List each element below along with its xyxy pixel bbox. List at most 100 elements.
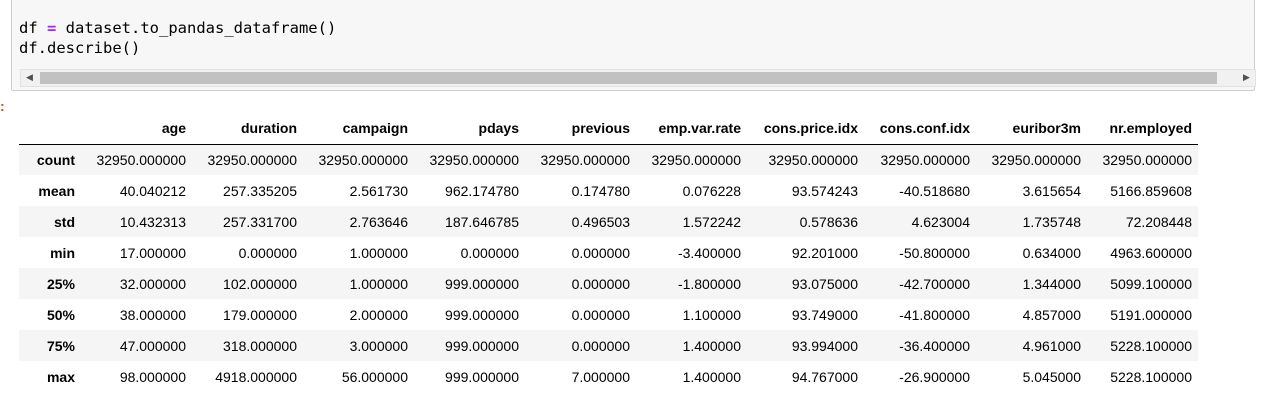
- scroll-right-icon[interactable]: ▶: [1243, 72, 1250, 83]
- table-cell: 47.000000: [119, 337, 186, 354]
- table-cell: 0.174780: [571, 182, 630, 199]
- column-header: campaign: [303, 113, 414, 145]
- table-cell: -36.400000: [899, 337, 970, 354]
- table-cell: 5166.859608: [1110, 182, 1192, 199]
- table-cell: 32950.000000: [1102, 151, 1192, 168]
- horizontal-scrollbar[interactable]: ◀ ▶: [20, 69, 1256, 87]
- table-cell: 5228.100000: [1110, 337, 1192, 354]
- table-cell: 999.000000: [445, 337, 519, 354]
- table-cell: 2.763646: [349, 213, 408, 230]
- table-cell: 1.000000: [349, 275, 408, 292]
- table-cell: 72.208448: [1125, 213, 1192, 230]
- table-row: mean 40.040212 257.335205 2.561730 962.17478…: [19, 175, 1198, 206]
- column-header: cons.price.idx: [747, 113, 864, 145]
- table-cell: 4.857000: [1022, 306, 1081, 323]
- header-row: age duration campaign pdays previous emp.var.…: [19, 113, 1198, 145]
- table-cell: 32950.000000: [318, 151, 408, 168]
- column-header: emp.var.rate: [636, 113, 747, 145]
- table-row: max 98.000000 4918.000000 56.000000 999.0000…: [19, 361, 1198, 392]
- table-cell: -41.800000: [899, 306, 970, 323]
- table-cell: 2.561730: [349, 182, 408, 199]
- table-cell: 318.000000: [223, 337, 297, 354]
- table-cell: 102.000000: [223, 275, 297, 292]
- table-cell: 93.749000: [791, 306, 858, 323]
- table-cell: 7.000000: [571, 368, 630, 385]
- code-editor[interactable]: df = dataset.to_pandas_dataframe() df.de…: [19, 18, 336, 58]
- table-cell: 17.000000: [119, 244, 186, 261]
- table-cell: 1.572242: [682, 213, 741, 230]
- table-cell: 32950.000000: [207, 151, 297, 168]
- table-cell: 1.100000: [682, 306, 741, 323]
- column-header: previous: [525, 113, 636, 145]
- table-cell: 1.344000: [1022, 275, 1081, 292]
- table-cell: 4.961000: [1022, 337, 1081, 354]
- table-cell: 98.000000: [119, 368, 186, 385]
- table-row: 25% 32.000000 102.000000 1.000000 999.000000…: [19, 268, 1198, 299]
- table-cell: 3.615654: [1022, 182, 1081, 199]
- table-cell: 93.994000: [791, 337, 858, 354]
- describe-table: age duration campaign pdays previous emp.var.…: [19, 113, 1198, 392]
- row-label: mean: [38, 182, 75, 199]
- table-cell: 0.000000: [460, 244, 519, 261]
- table-cell: -3.400000: [677, 244, 741, 261]
- table-cell: 32950.000000: [880, 151, 970, 168]
- column-header: cons.conf.idx: [864, 113, 976, 145]
- column-header: nr.employed: [1087, 113, 1198, 145]
- row-label: 25%: [46, 275, 75, 292]
- table-row: 75% 47.000000 318.000000 3.000000 999.000000…: [19, 330, 1198, 361]
- table-cell: 32950.000000: [429, 151, 519, 168]
- row-label: max: [46, 368, 75, 385]
- table-cell: 5099.100000: [1110, 275, 1192, 292]
- table-cell: 187.646785: [445, 213, 519, 230]
- table-cell: 1.400000: [682, 368, 741, 385]
- output-prompt-marker: :: [0, 98, 5, 114]
- table-cell: 1.000000: [349, 244, 408, 261]
- code-input-cell[interactable]: df = dataset.to_pandas_dataframe() df.de…: [11, 0, 1256, 91]
- table-cell: 94.767000: [791, 368, 858, 385]
- table-cell: 4.623004: [911, 213, 970, 230]
- code-line-2: df.describe(): [19, 39, 141, 57]
- table-cell: 999.000000: [445, 275, 519, 292]
- table-cell: 4918.000000: [215, 368, 297, 385]
- table-cell: 32950.000000: [768, 151, 858, 168]
- table-cell: 56.000000: [341, 368, 408, 385]
- table-cell: 0.076228: [682, 182, 741, 199]
- table-cell: -40.518680: [899, 182, 970, 199]
- table-cell: 0.634000: [1022, 244, 1081, 261]
- column-header: age: [81, 113, 192, 145]
- table-cell: 93.075000: [791, 275, 858, 292]
- row-label: min: [50, 244, 75, 261]
- table-cell: 0.578636: [799, 213, 858, 230]
- code-line-1: df = dataset.to_pandas_dataframe(): [19, 19, 336, 37]
- scrollbar-thumb[interactable]: [40, 72, 1217, 84]
- table-cell: 40.040212: [119, 182, 186, 199]
- table-row: count 32950.000000 32950.000000 32950.00000…: [19, 144, 1198, 175]
- table-cell: 999.000000: [445, 306, 519, 323]
- column-header: duration: [192, 113, 303, 145]
- table-cell: 0.000000: [238, 244, 297, 261]
- table-cell: 0.000000: [571, 244, 630, 261]
- table-cell: 962.174780: [445, 182, 519, 199]
- table-cell: 999.000000: [445, 368, 519, 385]
- table-cell: 32950.000000: [540, 151, 630, 168]
- table-cell: 38.000000: [119, 306, 186, 323]
- table-cell: 5191.000000: [1110, 306, 1192, 323]
- table-cell: 3.000000: [349, 337, 408, 354]
- table-cell: 32950.000000: [96, 151, 186, 168]
- table-cell: 179.000000: [223, 306, 297, 323]
- assignment-operator: =: [47, 19, 57, 37]
- column-header: euribor3m: [976, 113, 1087, 145]
- table-cell: 0.000000: [571, 306, 630, 323]
- table-cell: -1.800000: [677, 275, 741, 292]
- scroll-left-icon[interactable]: ◀: [26, 72, 33, 83]
- table-cell: 10.432313: [119, 213, 186, 230]
- row-label: 75%: [46, 337, 75, 354]
- row-label: 50%: [46, 306, 75, 323]
- table-cell: 5228.100000: [1110, 368, 1192, 385]
- table-cell: 5.045000: [1022, 368, 1081, 385]
- table-cell: 92.201000: [791, 244, 858, 261]
- index-header: [19, 113, 81, 145]
- table-cell: 1.400000: [682, 337, 741, 354]
- table-row: std 10.432313 257.331700 2.763646 187.646785…: [19, 206, 1198, 237]
- table-body: count 32950.000000 32950.000000 32950.00000…: [19, 144, 1198, 392]
